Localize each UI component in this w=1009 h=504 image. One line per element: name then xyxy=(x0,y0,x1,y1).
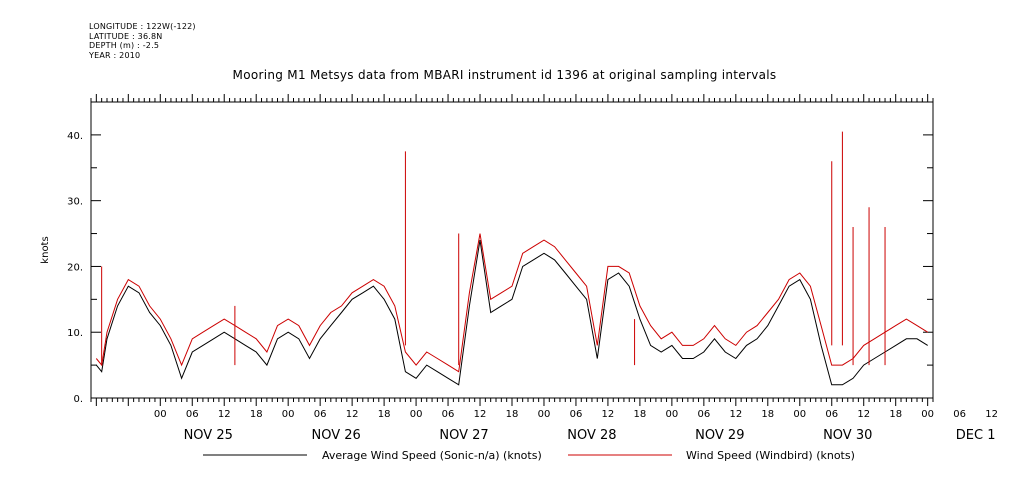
x-tick-label: 00 xyxy=(793,409,806,420)
plot-frame xyxy=(90,101,934,399)
day-label: NOV 26 xyxy=(311,428,360,443)
day-label: NOV 28 xyxy=(567,428,616,443)
x-tick-label: 12 xyxy=(346,409,359,420)
series-windbird-line xyxy=(95,233,928,373)
x-tick-label: 12 xyxy=(218,409,231,420)
y-tick-label: 40. xyxy=(67,131,83,142)
x-tick-label: 00 xyxy=(154,409,167,420)
x-tick-label: 00 xyxy=(538,409,551,420)
day-label: NOV 29 xyxy=(695,428,744,443)
x-tick-label: 18 xyxy=(761,409,774,420)
y-tick-label: 20. xyxy=(67,262,83,273)
x-tick-label: 18 xyxy=(250,409,263,420)
x-tick-label: 18 xyxy=(889,409,902,420)
depth-text: DEPTH (m) : -2.5 xyxy=(89,41,160,50)
x-tick-label: 06 xyxy=(825,409,838,420)
x-tick-label: 00 xyxy=(666,409,679,420)
x-tick-label: 00 xyxy=(410,409,423,420)
chart-title: Mooring M1 Metsys data from MBARI instru… xyxy=(232,68,777,82)
x-tick-label: 06 xyxy=(953,409,966,420)
x-tick-label: 12 xyxy=(857,409,870,420)
day-label: NOV 25 xyxy=(184,428,233,443)
x-tick-label: 06 xyxy=(314,409,327,420)
day-label: NOV 30 xyxy=(823,428,872,443)
x-tick-label: 06 xyxy=(697,409,710,420)
x-tick-label: 06 xyxy=(442,409,455,420)
x-tick-label: 12 xyxy=(474,409,487,420)
day-label: DEC 1 xyxy=(956,428,996,443)
latitude-text: LATITUDE : 36.8N xyxy=(89,31,163,41)
x-tick-label: 06 xyxy=(186,409,199,420)
metadata-block: LONGITUDE : 122W(-122) LATITUDE : 36.8N … xyxy=(89,22,196,60)
x-tick-label: 06 xyxy=(570,409,583,420)
legend-label-windbird: Wind Speed (Windbird) (knots) xyxy=(686,449,855,462)
x-tick-label: 00 xyxy=(282,409,295,420)
day-label: NOV 27 xyxy=(439,428,488,443)
year-text: YEAR : 2010 xyxy=(89,50,141,60)
longitude-text: LONGITUDE : 122W(-122) xyxy=(89,22,196,31)
x-tick-label: 12 xyxy=(985,409,998,420)
x-tick-label: 18 xyxy=(634,409,647,420)
series-average-wind-line xyxy=(95,240,928,386)
x-tick-label: 18 xyxy=(506,409,519,420)
x-tick-label: 12 xyxy=(729,409,742,420)
y-tick-label: 30. xyxy=(67,197,83,208)
x-tick-label: 00 xyxy=(921,409,934,420)
legend-label-average: Average Wind Speed (Sonic-n/a) (knots) xyxy=(322,449,542,462)
x-tick-label: 12 xyxy=(602,409,615,420)
y-tick-label: 10. xyxy=(67,328,83,339)
y-tick-label: 0. xyxy=(73,394,83,405)
y-axis-label: knots xyxy=(40,236,51,263)
x-tick-label: 18 xyxy=(378,409,391,420)
